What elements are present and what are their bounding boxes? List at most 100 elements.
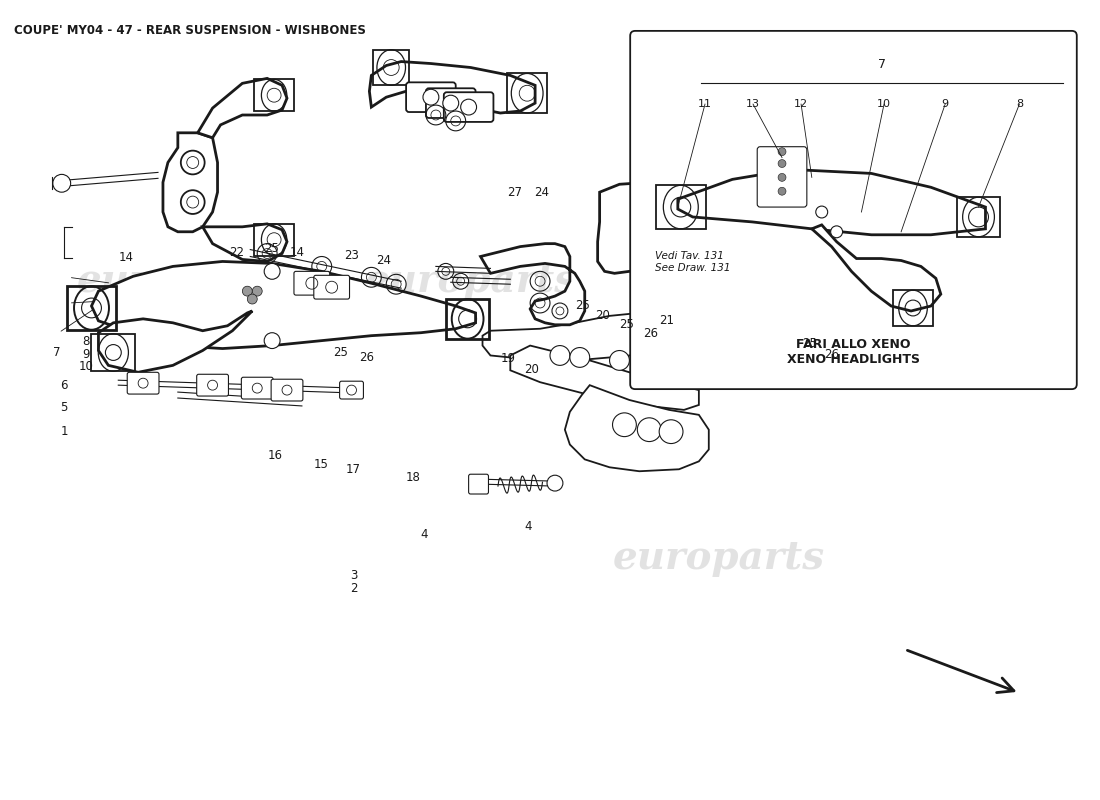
Text: 7: 7 bbox=[53, 346, 60, 359]
Text: 5: 5 bbox=[60, 402, 68, 414]
Text: 2: 2 bbox=[350, 582, 358, 595]
Polygon shape bbox=[163, 133, 218, 232]
Text: 1: 1 bbox=[60, 425, 68, 438]
Text: 25: 25 bbox=[575, 298, 591, 311]
FancyBboxPatch shape bbox=[745, 237, 772, 257]
Circle shape bbox=[609, 350, 629, 370]
Text: 10: 10 bbox=[877, 99, 891, 109]
Polygon shape bbox=[597, 182, 684, 274]
Circle shape bbox=[659, 420, 683, 443]
Text: 24: 24 bbox=[376, 254, 392, 267]
Text: europarts: europarts bbox=[77, 262, 289, 300]
Text: Vedi Tav. 131
See Draw. 131: Vedi Tav. 131 See Draw. 131 bbox=[654, 251, 730, 273]
Circle shape bbox=[778, 159, 786, 167]
Circle shape bbox=[424, 90, 439, 105]
Circle shape bbox=[242, 286, 252, 296]
Text: europarts: europarts bbox=[364, 262, 576, 300]
Polygon shape bbox=[370, 62, 535, 113]
Text: 12: 12 bbox=[794, 99, 808, 109]
Circle shape bbox=[570, 347, 590, 367]
Circle shape bbox=[778, 187, 786, 195]
Circle shape bbox=[816, 206, 827, 218]
Text: 20: 20 bbox=[595, 309, 609, 322]
Text: 20: 20 bbox=[524, 363, 539, 377]
Polygon shape bbox=[812, 225, 940, 311]
Circle shape bbox=[248, 294, 257, 304]
FancyBboxPatch shape bbox=[705, 234, 733, 254]
Polygon shape bbox=[98, 311, 252, 372]
Polygon shape bbox=[198, 78, 287, 138]
FancyBboxPatch shape bbox=[725, 236, 752, 255]
Circle shape bbox=[649, 350, 669, 370]
FancyBboxPatch shape bbox=[271, 379, 303, 401]
Text: FARI ALLO XENO
XENO HEADLIGHTS: FARI ALLO XENO XENO HEADLIGHTS bbox=[786, 338, 920, 366]
Text: 10: 10 bbox=[78, 360, 94, 374]
Text: 4: 4 bbox=[525, 520, 532, 533]
Text: 25: 25 bbox=[619, 318, 634, 330]
FancyBboxPatch shape bbox=[630, 31, 1077, 389]
FancyBboxPatch shape bbox=[469, 474, 488, 494]
Text: 14: 14 bbox=[119, 251, 134, 264]
Text: 19: 19 bbox=[500, 352, 516, 366]
Text: 8: 8 bbox=[1016, 99, 1023, 109]
FancyBboxPatch shape bbox=[701, 209, 737, 230]
FancyBboxPatch shape bbox=[241, 378, 273, 399]
Text: 25: 25 bbox=[333, 346, 348, 359]
Text: europarts: europarts bbox=[613, 539, 825, 578]
Circle shape bbox=[443, 95, 459, 111]
Text: 9: 9 bbox=[82, 347, 90, 361]
Text: 18: 18 bbox=[406, 471, 421, 484]
Circle shape bbox=[637, 418, 661, 442]
FancyBboxPatch shape bbox=[443, 92, 494, 122]
Text: 22: 22 bbox=[229, 246, 244, 259]
Circle shape bbox=[778, 174, 786, 182]
FancyBboxPatch shape bbox=[314, 275, 350, 299]
Text: 26: 26 bbox=[359, 350, 374, 364]
Circle shape bbox=[180, 150, 205, 174]
Circle shape bbox=[264, 333, 280, 349]
Text: 23: 23 bbox=[344, 250, 359, 262]
Polygon shape bbox=[202, 224, 287, 262]
Circle shape bbox=[252, 286, 262, 296]
Text: 8: 8 bbox=[82, 335, 90, 348]
Text: 4: 4 bbox=[420, 528, 428, 541]
Circle shape bbox=[550, 346, 570, 366]
Polygon shape bbox=[510, 346, 698, 410]
FancyBboxPatch shape bbox=[340, 381, 363, 399]
Text: 3: 3 bbox=[350, 570, 358, 582]
Text: 11: 11 bbox=[698, 99, 712, 109]
FancyBboxPatch shape bbox=[294, 271, 330, 295]
Text: 25: 25 bbox=[264, 242, 279, 254]
Text: 7: 7 bbox=[878, 58, 886, 71]
Circle shape bbox=[830, 226, 843, 238]
FancyBboxPatch shape bbox=[197, 374, 229, 396]
Circle shape bbox=[778, 148, 786, 156]
Text: 26: 26 bbox=[642, 327, 658, 340]
Circle shape bbox=[461, 99, 476, 115]
Circle shape bbox=[547, 475, 563, 491]
Text: 24: 24 bbox=[534, 186, 549, 199]
Polygon shape bbox=[565, 385, 708, 471]
Text: 21: 21 bbox=[659, 314, 674, 327]
Text: COUPE' MY04 - 47 - REAR SUSPENSION - WISHBONES: COUPE' MY04 - 47 - REAR SUSPENSION - WIS… bbox=[14, 24, 366, 37]
Circle shape bbox=[53, 174, 70, 192]
Text: 14: 14 bbox=[289, 246, 305, 259]
FancyBboxPatch shape bbox=[757, 146, 806, 207]
Polygon shape bbox=[481, 244, 585, 325]
Text: 6: 6 bbox=[60, 379, 68, 392]
Text: 17: 17 bbox=[346, 463, 361, 476]
FancyBboxPatch shape bbox=[681, 203, 717, 225]
Polygon shape bbox=[483, 311, 698, 361]
FancyBboxPatch shape bbox=[406, 82, 455, 112]
Text: 26: 26 bbox=[824, 347, 839, 361]
Text: 27: 27 bbox=[507, 186, 522, 199]
Polygon shape bbox=[678, 170, 986, 234]
Polygon shape bbox=[91, 262, 475, 349]
FancyBboxPatch shape bbox=[128, 372, 160, 394]
Circle shape bbox=[264, 263, 280, 279]
Text: 9: 9 bbox=[942, 99, 948, 109]
Text: 16: 16 bbox=[267, 449, 283, 462]
Text: 15: 15 bbox=[314, 458, 328, 471]
Text: 25: 25 bbox=[802, 337, 817, 350]
Text: 13: 13 bbox=[746, 99, 760, 109]
